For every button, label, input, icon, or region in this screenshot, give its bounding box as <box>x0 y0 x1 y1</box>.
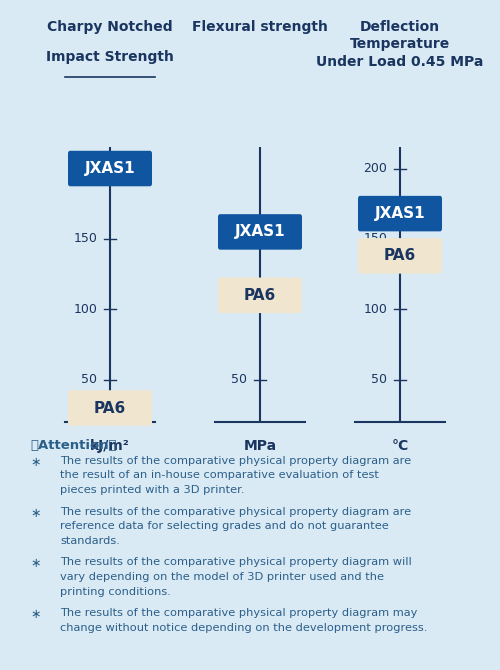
Text: The results of the comparative physical property diagram are: The results of the comparative physical … <box>60 507 411 517</box>
Text: PA6: PA6 <box>384 249 416 263</box>
Text: Deflection
Temperature
Under Load 0.45 MPa: Deflection Temperature Under Load 0.45 M… <box>316 20 484 69</box>
Text: reference data for selecting grades and do not guarantee: reference data for selecting grades and … <box>60 521 389 531</box>
Text: PA6: PA6 <box>94 401 126 415</box>
Text: Flexural strength: Flexural strength <box>192 20 328 34</box>
Text: 50: 50 <box>82 373 98 387</box>
FancyBboxPatch shape <box>218 277 302 313</box>
Text: printing conditions.: printing conditions. <box>60 587 171 597</box>
Text: 50: 50 <box>372 373 388 387</box>
Text: Charpy Notched: Charpy Notched <box>47 20 173 34</box>
Text: vary depending on the model of 3D printer used and the: vary depending on the model of 3D printe… <box>60 572 384 582</box>
FancyBboxPatch shape <box>358 196 442 231</box>
FancyBboxPatch shape <box>358 238 442 273</box>
Text: 150: 150 <box>74 232 98 245</box>
Text: 200: 200 <box>364 162 388 175</box>
FancyBboxPatch shape <box>68 390 152 425</box>
Text: pieces printed with a 3D printer.: pieces printed with a 3D printer. <box>60 485 244 495</box>
Text: 100: 100 <box>74 303 98 316</box>
Text: 100: 100 <box>224 303 248 316</box>
Text: JXAS1: JXAS1 <box>84 161 136 176</box>
Text: ∗: ∗ <box>30 608 40 621</box>
Text: ∗: ∗ <box>30 456 40 468</box>
Text: The results of the comparative physical property diagram will: The results of the comparative physical … <box>60 557 412 567</box>
Text: ∗: ∗ <box>30 507 40 519</box>
FancyBboxPatch shape <box>218 214 302 250</box>
Text: JXAS1: JXAS1 <box>234 224 286 239</box>
Text: 150: 150 <box>364 232 388 245</box>
Text: ∗: ∗ <box>30 557 40 570</box>
FancyBboxPatch shape <box>68 151 152 186</box>
Text: change without notice depending on the development progress.: change without notice depending on the d… <box>60 623 428 633</box>
Text: 100: 100 <box>364 303 388 316</box>
Text: The results of the comparative physical property diagram are: The results of the comparative physical … <box>60 456 411 466</box>
Text: the result of an in-house comparative evaluation of test: the result of an in-house comparative ev… <box>60 470 379 480</box>
Text: PA6: PA6 <box>244 288 276 303</box>
Text: 50: 50 <box>232 373 248 387</box>
Text: Impact Strength: Impact Strength <box>46 50 174 64</box>
Text: 《Attention》: 《Attention》 <box>30 439 117 452</box>
Text: kJ/m²: kJ/m² <box>90 439 130 453</box>
Text: standards.: standards. <box>60 536 120 546</box>
Text: 200: 200 <box>74 162 98 175</box>
Text: The results of the comparative physical property diagram may: The results of the comparative physical … <box>60 608 418 618</box>
Text: JXAS1: JXAS1 <box>374 206 426 221</box>
Text: MPa: MPa <box>244 439 276 453</box>
Text: °C: °C <box>392 439 408 453</box>
